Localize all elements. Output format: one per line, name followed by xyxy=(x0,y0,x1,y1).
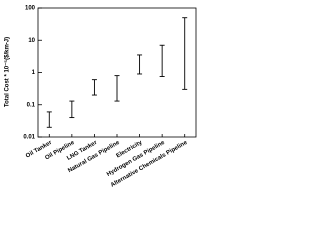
y-tick-label: 10 xyxy=(28,38,35,44)
y-tick-label: 0.1 xyxy=(27,102,36,108)
chart: Total Cost * 10⁻⁵($/km-J) 0.010.1110100O… xyxy=(5,6,197,189)
plot-frame xyxy=(37,7,197,138)
y-tick-label: 0.01 xyxy=(23,135,35,141)
y-axis-label: Total Cost * 10⁻⁵($/km-J) xyxy=(5,37,11,107)
y-tick-label: 100 xyxy=(25,6,36,12)
y-tick-label: 1 xyxy=(32,70,36,76)
